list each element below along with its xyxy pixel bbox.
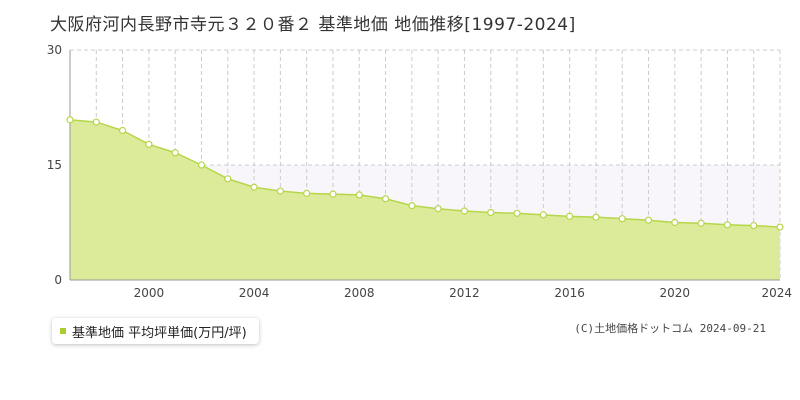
data-point [329,190,337,198]
y-tick-label: 15 [47,158,62,172]
data-point [434,205,442,213]
x-tick-label: 2004 [239,286,270,300]
data-point [487,208,495,217]
y-tick-label: 0 [54,273,62,287]
plot-band-upper [70,50,780,165]
data-point [460,207,469,215]
series-area [70,119,780,281]
data-point [592,213,600,221]
data-point [197,161,206,169]
data-point [618,215,626,223]
data-point [250,183,258,191]
data-point [408,202,416,210]
data-point [723,221,732,229]
data-point [566,212,574,220]
data-point [750,221,758,230]
data-point [145,140,153,148]
copyright-credit: (C)土地価格ドットコム 2024-09-21 [574,322,766,335]
data-point [303,189,311,197]
data-point [355,191,363,199]
data-point [644,216,653,224]
y-tick-label: 30 [47,43,62,57]
data-point [513,209,521,217]
legend-label: 基準地価 平均坪単価(万円/坪) [72,325,247,341]
data-point [276,187,284,195]
data-point [171,149,179,157]
x-tick-label: 2020 [660,286,691,300]
x-tick-label: 2024 [761,286,792,300]
data-point [381,195,390,203]
data-point [697,219,705,227]
data-point [776,223,784,231]
legend[interactable]: 基準地価 平均坪単価(万円/坪) [52,318,259,344]
x-tick-label: 2000 [134,286,165,300]
data-point [671,218,679,227]
x-tick-label: 2012 [449,286,480,300]
legend-swatch [60,328,66,334]
data-point [66,116,74,124]
data-point [224,175,232,183]
data-point [539,211,547,219]
data-point [92,118,100,126]
chart-title: 大阪府河内長野市寺元３２０番２ 基準地価 地価推移[1997-2024] [50,15,576,35]
data-point [118,126,127,135]
x-tick-label: 2008 [344,286,375,300]
x-tick-label: 2016 [554,286,585,300]
series-line [69,119,781,228]
